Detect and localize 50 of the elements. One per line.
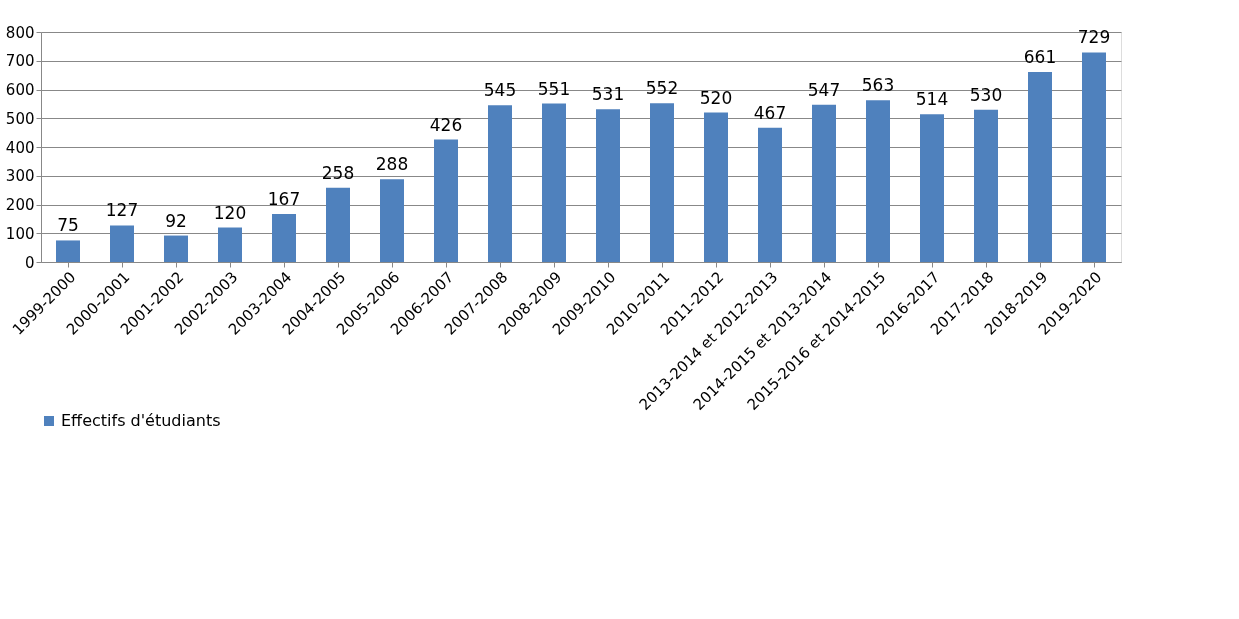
bar: [164, 235, 188, 262]
y-tick-label: 700: [5, 52, 35, 71]
data-label: 120: [213, 202, 247, 223]
data-label: 530: [969, 84, 1003, 105]
data-label: 563: [861, 75, 895, 96]
bar: [758, 127, 782, 262]
data-label: 258: [321, 162, 355, 183]
data-label: 467: [753, 102, 787, 123]
data-label: 75: [57, 215, 79, 236]
data-label: 127: [105, 200, 139, 221]
y-tick-label: 600: [5, 81, 35, 99]
data-label: 531: [591, 84, 625, 105]
y-tick-label: 400: [5, 138, 35, 157]
data-label: 551: [537, 78, 571, 99]
bar: [920, 114, 944, 262]
y-tick-label: 0: [24, 253, 35, 272]
data-label: 552: [645, 78, 679, 99]
data-label: 547: [807, 79, 841, 100]
bar: [812, 104, 836, 262]
bar: [974, 109, 998, 262]
y-tick-label: 100: [5, 224, 35, 243]
bar: [1082, 52, 1106, 262]
data-label: 167: [267, 188, 301, 209]
bar: [488, 105, 512, 262]
data-label: 514: [915, 89, 949, 110]
y-tick-label: 300: [5, 167, 35, 186]
bar: [380, 179, 404, 262]
y-tick-label: 500: [5, 109, 35, 128]
bar: [434, 139, 458, 262]
data-label: 729: [1077, 27, 1111, 48]
bar: [326, 187, 350, 262]
bar: [542, 103, 566, 262]
bar: [110, 225, 134, 262]
data-label: 545: [483, 80, 517, 101]
data-label: 520: [699, 87, 733, 108]
bar: [596, 109, 620, 262]
data-label: 288: [375, 154, 409, 175]
y-tick-label: 200: [5, 196, 35, 214]
bar: [218, 227, 242, 262]
bar: [56, 240, 80, 262]
y-tick-label: 800: [5, 23, 35, 42]
data-label: 92: [165, 210, 187, 231]
bar: [866, 100, 890, 262]
bar: [650, 103, 674, 262]
legend-label: Effectifs d'étudiants: [61, 411, 221, 430]
bar: [704, 112, 728, 262]
bar: [1028, 71, 1052, 262]
data-label: 661: [1023, 46, 1057, 67]
data-label: 426: [429, 114, 463, 135]
bar: [272, 213, 296, 262]
